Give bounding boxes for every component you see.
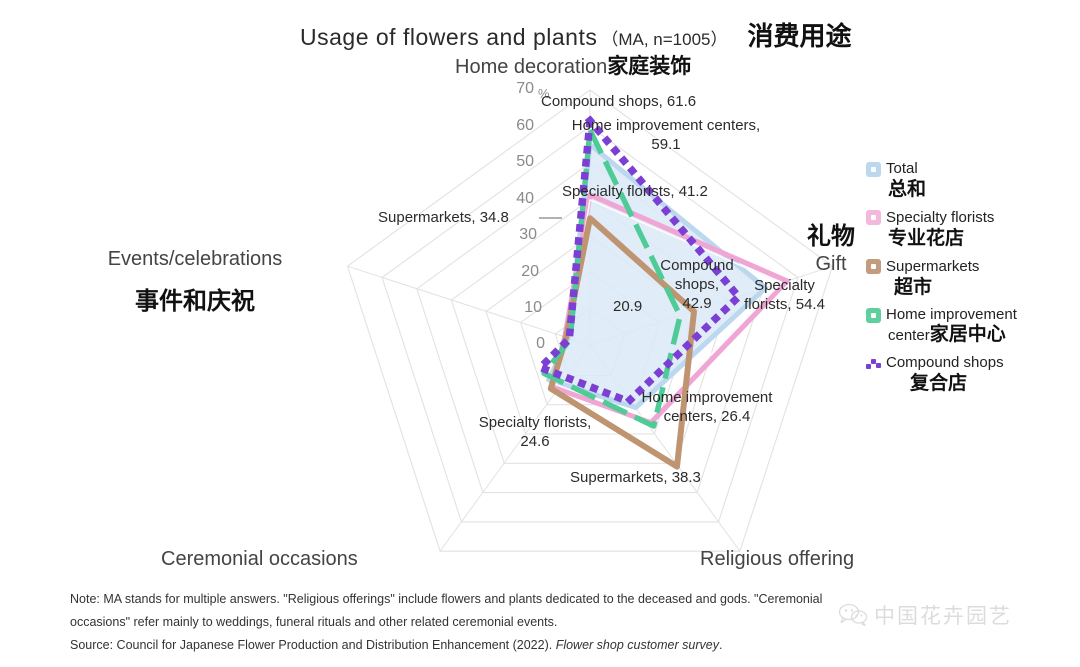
axis-label-ceremonial-occasions-en: Ceremonial occasions xyxy=(161,548,358,570)
callout-specialty-florists-412: Specialty florists, 41.2 xyxy=(562,183,708,202)
callout-text-2: florists, 54.4 xyxy=(744,295,825,313)
callout-text: Supermarkets, 34.8 xyxy=(378,209,509,226)
callout-text: Specialty xyxy=(754,277,815,294)
callout-supermarkets-348: Supermarkets, 34.8 xyxy=(378,209,509,228)
legend-item-supermarkets[interactable]: Supermarkets 超市 xyxy=(866,258,1080,300)
legend-item-specialty-florists[interactable]: Specialty florists 专业花店 xyxy=(866,209,1080,251)
legend-label-compound-shops-cn: 复合店 xyxy=(910,373,968,395)
axis-label-events-celebrations-en: Events/celebrations xyxy=(107,248,283,270)
callout-specialty-florists-246: Specialty florists, 24.6 xyxy=(470,414,600,452)
axis-label-events-celebrations-cn: 事件和庆祝 xyxy=(135,288,255,315)
title-english: Usage of flowers and plants xyxy=(300,24,598,50)
legend-marker-total-icon xyxy=(866,161,881,177)
axis-label-religious-offering-en: Religious offering xyxy=(700,548,855,570)
callout-home-improvement-264: Home improvement centers, 26.4 xyxy=(637,389,777,427)
callout-compound-shops-616: Compound shops, 61.6 xyxy=(541,93,696,112)
note-line-3: Source: Council for Japanese Flower Prod… xyxy=(70,634,1020,657)
callout-text: Specialty florists, 41.2 xyxy=(562,183,708,200)
callout-text: Compound shops, 61.6 xyxy=(541,93,697,110)
axis-label-home-decoration: Home decoration家庭装饰 xyxy=(455,50,691,80)
chart-title: Usage of flowers and plants （MA, n=1005）… xyxy=(300,16,980,53)
chart-legend: Total 总和 Specialty florists 专业花店 Superma… xyxy=(866,160,1080,403)
callout-compound-shops-429: Compound shops, 42.9 xyxy=(637,257,757,313)
legend-marker-supermarkets-icon xyxy=(866,259,881,275)
note-line-1: Note: MA stands for multiple answers. "R… xyxy=(70,592,823,606)
series-compound-shops-line xyxy=(533,111,744,406)
radial-tick-0: 0 xyxy=(536,335,545,352)
axis-label-gift-en: Gift xyxy=(815,253,847,275)
callout-text: Compound shops, xyxy=(660,257,734,293)
callout-text: Specialty florists, xyxy=(478,414,592,431)
radial-tick-30: 30 xyxy=(519,226,537,243)
note-line-2: occasions" refer mainly to weddings, fun… xyxy=(70,615,558,630)
legend-marker-compound-shops-icon xyxy=(866,356,881,371)
legend-item-home-improvement-center[interactable]: Home improvement center家居中心 xyxy=(866,306,1080,347)
radial-tick-20: 20 xyxy=(521,263,539,280)
legend-label-total-en: Total xyxy=(886,160,918,177)
callout-total-209: 20.9 xyxy=(613,298,642,317)
axis-label-home-decoration-cn: 家庭装饰 xyxy=(607,55,692,78)
legend-item-total[interactable]: Total 总和 xyxy=(866,160,1080,202)
legend-label-supermarkets-en: Supermarkets xyxy=(886,257,980,275)
callout-text-2: centers, 26.4 xyxy=(663,407,751,425)
axis-label-home-decoration-en: Home decoration xyxy=(455,56,608,78)
legend-label-compound-shops-en: Compound shops xyxy=(886,354,1004,372)
callout-text: Home improvement centers, xyxy=(571,117,761,134)
axis-label-religious-offering: Religious offering xyxy=(700,548,854,571)
callout-text: Home improvement xyxy=(641,389,773,406)
callout-text: Supermarkets, 38.3 xyxy=(570,469,701,486)
title-chinese: 消费用途 xyxy=(747,21,852,51)
title-sample-size: （MA, n=1005） xyxy=(601,30,728,49)
radial-tick-40: 40 xyxy=(516,190,534,207)
radial-tick-10: 10 xyxy=(524,299,542,316)
legend-label-supermarkets-cn: 超市 xyxy=(894,276,933,298)
callout-text-2: 42.9 xyxy=(682,294,712,312)
legend-label-home-improvement-en: Home improvement xyxy=(886,306,1017,324)
legend-label-home-improvement-en2: center xyxy=(888,327,930,345)
legend-label-home-improvement-cn: 家居中心 xyxy=(929,324,1006,346)
source-suffix: . xyxy=(718,638,723,653)
callout-text-2: 24.6 xyxy=(520,432,550,450)
legend-marker-home-improvement-icon xyxy=(866,307,881,323)
callout-specialty-florists-544: Specialty florists, 54.4 xyxy=(737,277,832,315)
source-prefix: Source: Council for Japanese Flower Prod… xyxy=(70,638,556,653)
callout-supermarkets-383: Supermarkets, 38.3 xyxy=(570,469,701,488)
axis-label-ceremonial-occasions: Ceremonial occasions xyxy=(161,548,358,571)
callout-home-improvement-591: Home improvement centers, 59.1 xyxy=(566,117,766,155)
axis-label-events-celebrations: Events/celebrations 事件和庆祝 xyxy=(90,248,300,316)
source-title: Flower shop customer survey xyxy=(555,638,719,653)
legend-label-specialty-florists-en: Specialty florists xyxy=(886,208,995,226)
radial-tick-50: 50 xyxy=(516,153,534,170)
legend-label-specialty-florists-cn: 专业花店 xyxy=(888,227,965,249)
callout-text: 20.9 xyxy=(613,298,643,315)
callout-text-2: 59.1 xyxy=(651,135,681,153)
radial-tick-70: 70 xyxy=(516,80,534,97)
axis-label-gift-cn: 礼物 xyxy=(807,223,855,250)
legend-marker-specialty-florists-icon xyxy=(866,210,881,226)
axis-unit-percent: % xyxy=(538,86,550,101)
footer-note: Note: MA stands for multiple answers. "R… xyxy=(70,588,1020,657)
legend-item-compound-shops[interactable]: Compound shops 复合店 xyxy=(866,354,1080,396)
radial-tick-60: 60 xyxy=(516,117,534,134)
legend-label-total-cn: 总和 xyxy=(888,179,927,200)
axis-label-gift: 礼物 Gift xyxy=(786,212,876,276)
